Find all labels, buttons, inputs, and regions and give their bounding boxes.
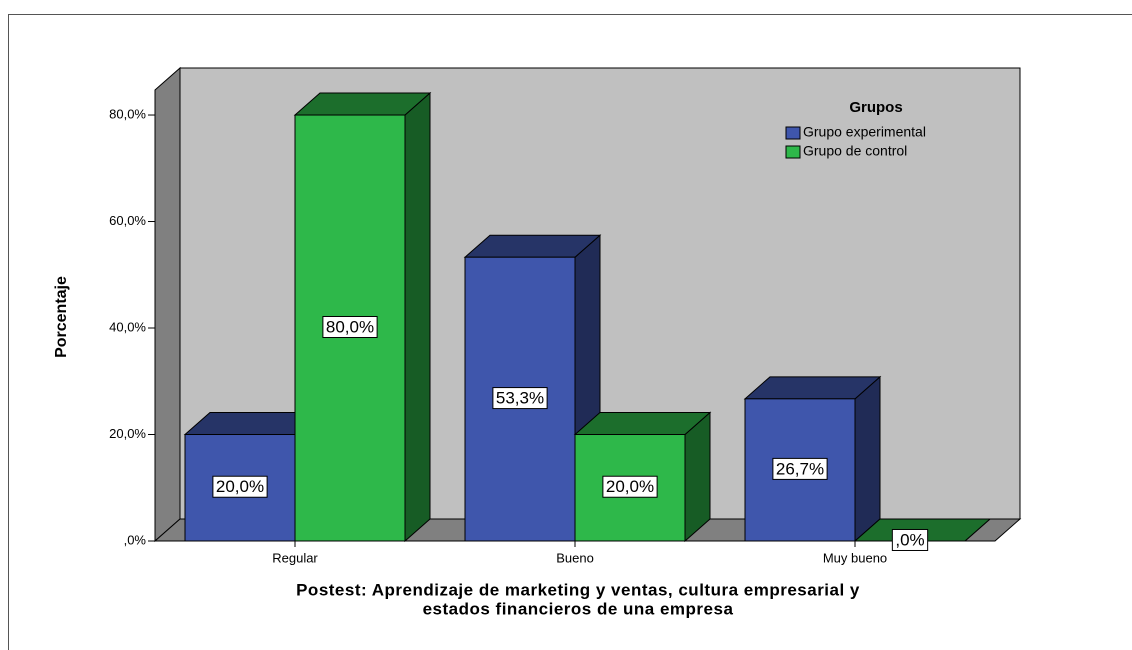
bar-side bbox=[854, 375, 881, 543]
y-tick-label: 20,0% bbox=[109, 426, 146, 441]
value-label: 53,3% bbox=[496, 389, 544, 408]
value-label-box bbox=[492, 387, 548, 410]
value-label: 26,7% bbox=[776, 459, 824, 478]
bar-side bbox=[404, 91, 431, 543]
legend-title: Grupos bbox=[849, 99, 902, 116]
value-label-box bbox=[322, 315, 378, 338]
value-label-box bbox=[212, 475, 268, 498]
legend-swatch bbox=[785, 126, 801, 140]
x-tick-label: Bueno bbox=[556, 550, 594, 565]
value-label: 20,0% bbox=[606, 477, 654, 496]
value-label-box bbox=[891, 528, 929, 551]
value-label: 20,0% bbox=[216, 477, 264, 496]
legend-label: Grupo de control bbox=[803, 143, 907, 159]
value-label: ,0% bbox=[895, 530, 924, 549]
y-axis-label: Porcentaje bbox=[53, 276, 70, 358]
value-label: 80,0% bbox=[326, 317, 374, 336]
y-tick-label: ,0% bbox=[124, 532, 147, 547]
x-tick-label: Muy bueno bbox=[823, 550, 887, 565]
x-axis-label: estados financieros de una empresa bbox=[423, 599, 734, 618]
y-tick-label: 40,0% bbox=[109, 319, 146, 334]
legend-swatch bbox=[785, 145, 801, 159]
left-wall bbox=[154, 66, 181, 543]
value-label-box bbox=[772, 457, 828, 480]
legend-label: Grupo experimental bbox=[803, 124, 926, 140]
y-tick-label: 60,0% bbox=[109, 213, 146, 228]
x-axis-label: Postest: Aprendizaje de marketing y vent… bbox=[296, 580, 860, 599]
y-tick-label: 80,0% bbox=[109, 106, 146, 121]
x-tick-label: Regular bbox=[272, 550, 318, 565]
value-label-box bbox=[602, 475, 658, 498]
frame bbox=[8, 14, 1132, 650]
